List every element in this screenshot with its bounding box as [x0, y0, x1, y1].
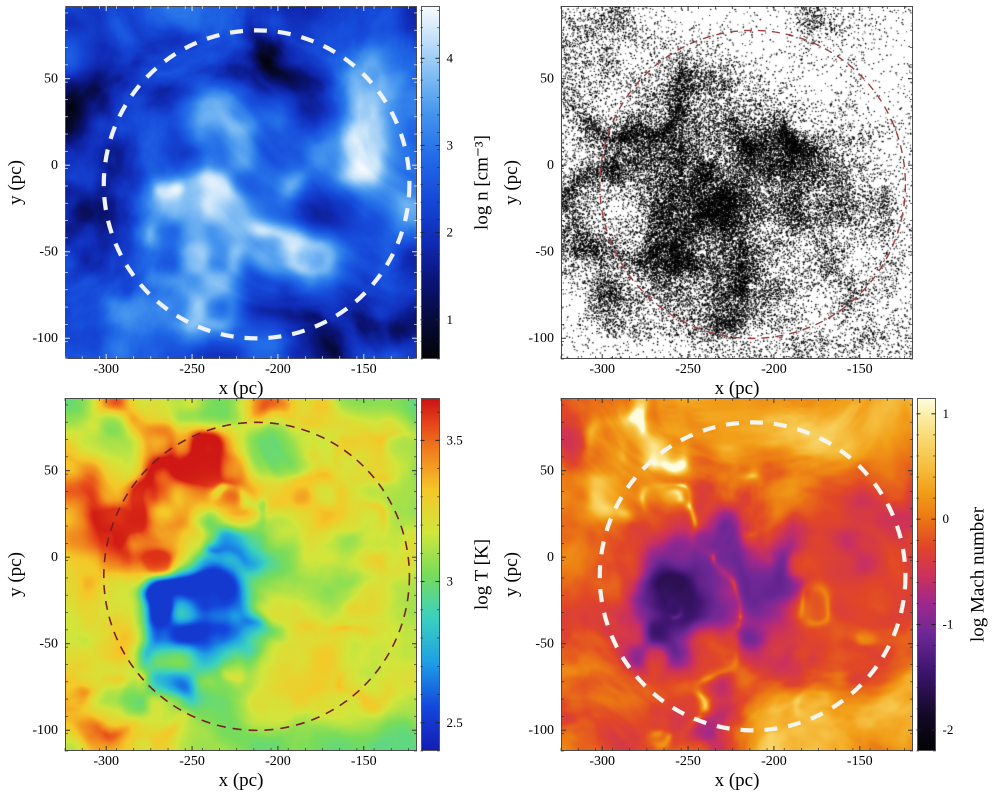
- svg-text:0: 0: [51, 550, 58, 565]
- svg-text:50: 50: [540, 72, 554, 87]
- svg-text:2.5: 2.5: [447, 715, 463, 730]
- svg-text:-200: -200: [265, 362, 291, 377]
- svg-text:-100: -100: [32, 331, 58, 346]
- svg-text:-50: -50: [535, 637, 554, 652]
- svg-text:log T [K]: log T [K]: [472, 539, 493, 610]
- svg-text:-100: -100: [528, 331, 554, 346]
- svg-text:y (pc): y (pc): [5, 552, 26, 597]
- svg-text:x (pc): x (pc): [219, 378, 264, 399]
- svg-text:x (pc): x (pc): [715, 378, 760, 399]
- svg-text:y (pc): y (pc): [501, 552, 522, 597]
- svg-text:0: 0: [547, 158, 554, 173]
- svg-text:log Mach number: log Mach number: [968, 506, 989, 642]
- svg-text:x (pc): x (pc): [219, 770, 264, 791]
- svg-text:-1: -1: [943, 617, 954, 632]
- svg-text:y (pc): y (pc): [5, 160, 26, 205]
- svg-text:-150: -150: [847, 362, 873, 377]
- svg-text:50: 50: [44, 72, 58, 87]
- svg-text:-300: -300: [93, 754, 119, 769]
- svg-text:-250: -250: [675, 754, 701, 769]
- svg-text:50: 50: [44, 464, 58, 479]
- svg-text:-200: -200: [761, 754, 787, 769]
- svg-text:4: 4: [447, 50, 454, 65]
- svg-text:-200: -200: [761, 362, 787, 377]
- svg-text:x (pc): x (pc): [715, 770, 760, 791]
- svg-text:-100: -100: [32, 723, 58, 738]
- svg-text:50: 50: [540, 464, 554, 479]
- svg-text:-100: -100: [528, 723, 554, 738]
- svg-text:0: 0: [51, 158, 58, 173]
- svg-text:-2: -2: [943, 722, 954, 737]
- svg-text:-250: -250: [179, 362, 205, 377]
- svg-text:3: 3: [447, 137, 454, 152]
- svg-text:-150: -150: [847, 754, 873, 769]
- svg-text:y (pc): y (pc): [501, 160, 522, 205]
- svg-text:-300: -300: [589, 362, 615, 377]
- svg-text:-250: -250: [675, 362, 701, 377]
- svg-text:-200: -200: [265, 754, 291, 769]
- svg-text:log n [cm⁻³]: log n [cm⁻³]: [472, 135, 493, 230]
- svg-text:3: 3: [447, 574, 454, 589]
- svg-text:-300: -300: [589, 754, 615, 769]
- svg-text:-300: -300: [93, 362, 119, 377]
- svg-text:-50: -50: [39, 245, 58, 260]
- svg-text:0: 0: [943, 511, 950, 526]
- svg-text:1: 1: [447, 312, 454, 327]
- svg-text:2: 2: [447, 225, 454, 240]
- svg-text:3.5: 3.5: [447, 432, 463, 447]
- svg-text:-250: -250: [179, 754, 205, 769]
- svg-text:1: 1: [943, 406, 950, 421]
- svg-text:-50: -50: [39, 637, 58, 652]
- svg-text:0: 0: [547, 550, 554, 565]
- svg-text:-150: -150: [351, 362, 377, 377]
- svg-text:-150: -150: [351, 754, 377, 769]
- svg-text:-50: -50: [535, 245, 554, 260]
